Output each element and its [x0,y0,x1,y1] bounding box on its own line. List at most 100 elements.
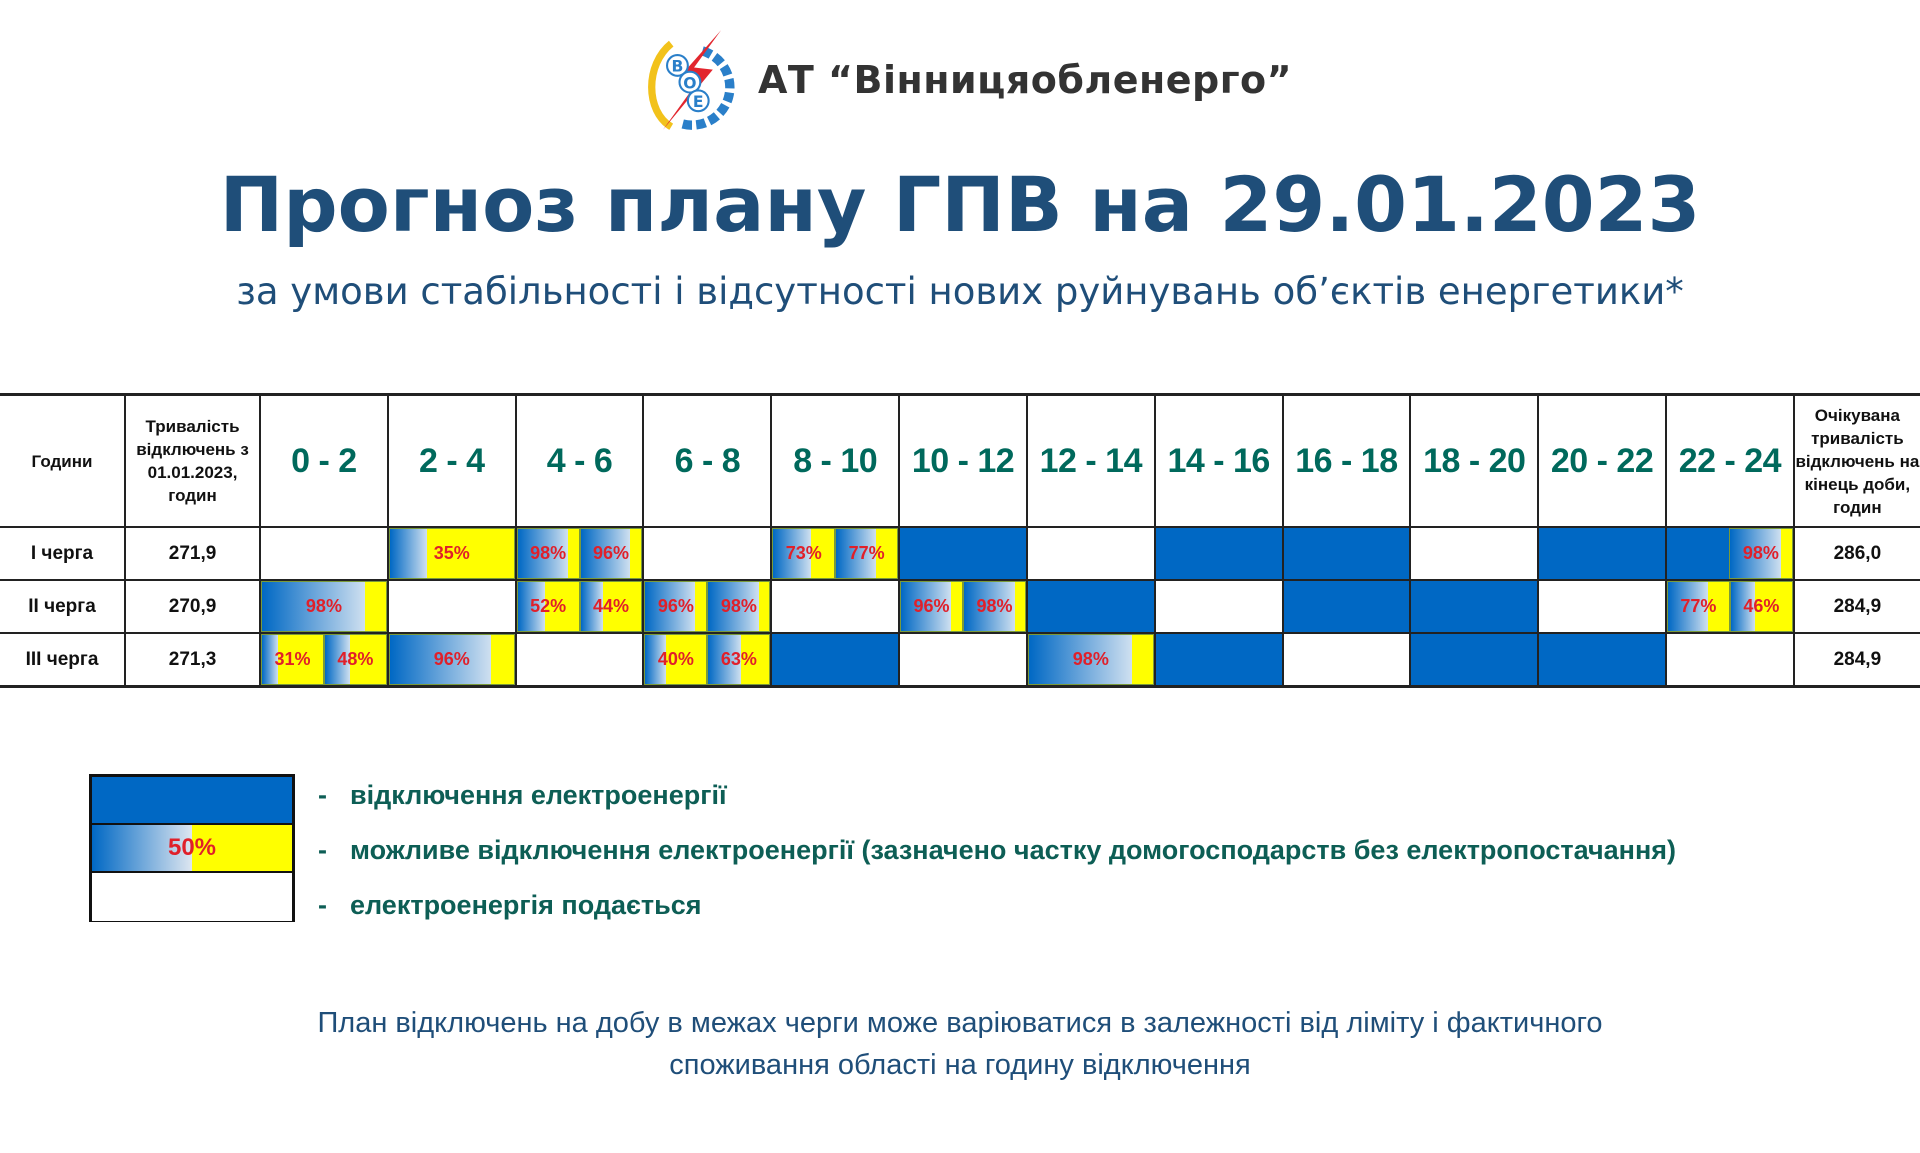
slot-possible-outage: 63% [707,634,771,685]
schedule-cell [770,632,901,688]
schedule-cell [386,579,517,634]
queue-label: II черга [0,579,127,634]
schedule-cell: 73% 77% [770,526,901,581]
slot-possible-outage: 35% [388,528,515,579]
slot-possible-outage: 98% [261,581,387,632]
expected-duration-value: 284,9 [1792,632,1920,688]
svg-text:Е: Е [693,93,704,111]
header-hours: Години [0,393,127,528]
slot-power-on [1028,528,1154,579]
schedule-cell: 77% 46% [1664,579,1795,634]
expected-duration-value: 284,9 [1792,579,1920,634]
schedule-cell [642,526,773,581]
schedule-cell: 96% 98% [642,579,773,634]
table-row: II черга 270,9 98% 52% 44% 96% 98% 96% 98% 77% 46%… [0,579,1920,634]
schedule-cell [1153,579,1284,634]
schedule-cell [1153,526,1284,581]
slot-possible-outage: 98% [1728,528,1793,579]
outage-share-fill [773,529,812,578]
schedule-cell: 35% [386,526,517,581]
slot-possible-outage: 96% [579,528,643,579]
outage-share-fill [645,635,667,684]
outage-share-pct: 73% [785,543,822,563]
outage-share-pct: 40% [657,649,694,669]
outage-share-pct: 46% [1743,596,1780,616]
slot-possible-outage: 40% [644,634,708,685]
slot-possible-outage: 98% [963,581,1026,632]
outage-share-fill [901,582,951,631]
legend-swatch-off [92,777,292,825]
outage-share-pct: 98% [1072,649,1109,669]
slot-power-on [1667,634,1793,685]
slot-outage [1027,581,1154,632]
outage-share-pct: 98% [530,543,567,563]
queue-label: III черга [0,632,127,688]
table-row: I черга 271,9 35% 98% 96% 73% 77% 98% 286,0 [0,526,1920,581]
header-duration: Тривалість відключень з 01.01.2023, годи… [124,393,262,528]
slot-possible-outage: 52% [516,581,580,632]
schedule-cell [1409,526,1540,581]
outage-share-fill [708,582,760,631]
outage-share-pct: 96% [913,596,950,616]
legend-item-maybe: - можливе відключення електроенергії (заз… [318,835,1676,865]
schedule-cell [1537,526,1667,581]
outage-share-pct: 48% [337,649,374,669]
outage-share-fill [1729,529,1782,578]
slot-power-on [1156,581,1282,632]
schedule-cell [1537,579,1667,634]
outage-share-pct: 44% [593,596,630,616]
slot-possible-outage: 96% [644,581,708,632]
outage-share-fill [517,582,545,631]
header-hour-10: 20 - 22 [1537,393,1667,528]
schedule-cell [1153,632,1284,688]
header-hour-3: 6 - 8 [642,393,773,528]
legend-item-off: - відключення електроенергії [318,780,727,810]
header-hour-4: 8 - 10 [770,393,901,528]
slot-power-on [1411,528,1537,579]
outage-share-fill [389,635,491,684]
company-name: АТ “Вінницяобленерго” [758,58,1293,102]
header-hour-1: 2 - 4 [386,393,517,528]
slot-power-on [261,528,387,579]
legend-item-on: - електроенергія подається [318,890,702,920]
legend-sample-pct: 50% [167,834,217,861]
outage-share-pct: 96% [433,649,470,669]
schedule-cell: 96% 98% [898,579,1028,634]
schedule-cell: 98% [259,579,389,634]
outage-share-pct: 98% [1742,543,1779,563]
schedule-cell [259,526,389,581]
slot-outage [1539,634,1665,685]
duration-value: 271,9 [124,526,262,581]
header-hour-5: 10 - 12 [898,393,1028,528]
slot-possible-outage: 77% [1666,581,1730,632]
slot-possible-outage: 96% [900,581,963,632]
schedule-cell: 98% 96% [514,526,645,581]
schedule-cell [1025,579,1156,634]
outage-share-pct: 96% [657,596,694,616]
outage-share-pct: 35% [433,543,470,563]
outage-schedule-table: Години Тривалість відключень з 01.01.202… [0,393,1920,688]
outage-share-pct: 77% [848,543,885,563]
outage-share-fill [262,582,366,631]
schedule-cell: 40% 63% [642,632,773,688]
page-subtitle: за умови стабільності і відсутності нови… [236,270,1684,313]
slot-possible-outage: 77% [835,528,899,579]
slot-power-on [644,528,770,579]
table-row: III черга 271,3 31% 48% 96% 40% 63% 98% 284,9 [0,632,1920,688]
outage-share-fill [836,529,877,578]
slot-power-on [1539,581,1665,632]
outage-share-fill [262,635,279,684]
outage-share-pct: 98% [305,596,342,616]
outage-share-pct: 63% [720,649,757,669]
outage-share-fill [708,635,741,684]
schedule-cell [1537,632,1667,688]
outage-share-pct: 77% [1680,596,1717,616]
outage-share-fill [1667,582,1708,631]
slot-power-on [517,634,643,685]
svg-text:В: В [671,58,683,76]
slot-power-on [389,581,515,632]
outage-share-fill [324,635,350,684]
slot-outage [1539,528,1665,579]
slot-outage [1411,581,1538,632]
outage-share-fill [1028,635,1133,684]
